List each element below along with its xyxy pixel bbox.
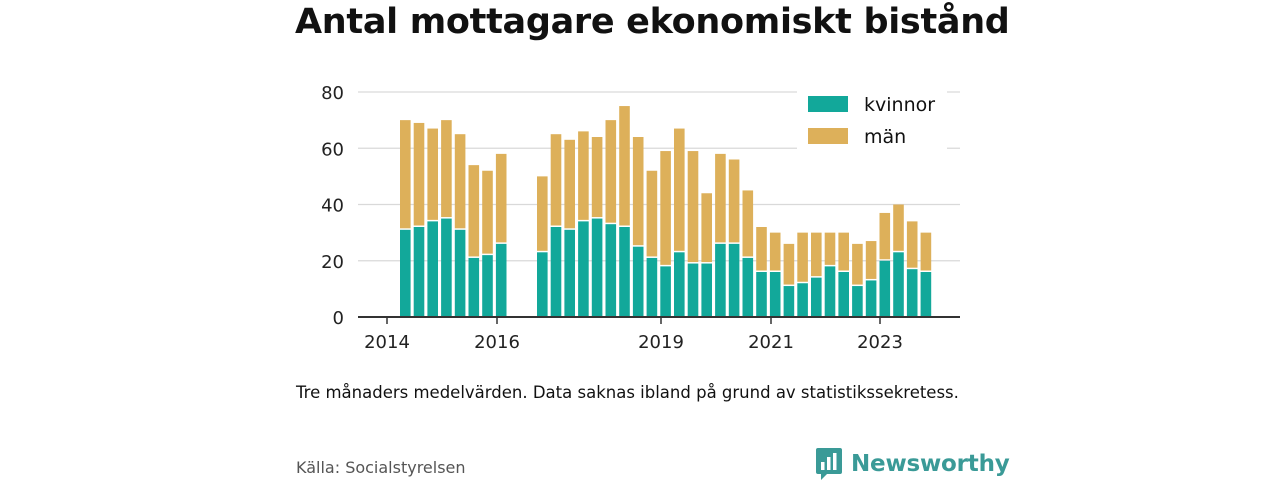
bar-segment-kvinnor: [852, 286, 863, 317]
bar-segment-kvinnor: [893, 252, 904, 317]
bar-segment-man: [646, 170, 658, 257]
bar-segment-man: [728, 159, 740, 243]
legend-label-man: män: [864, 126, 906, 148]
bars: [400, 106, 932, 318]
brand-name: Newsworthy: [851, 451, 1010, 477]
legend-swatch-man: [808, 128, 848, 144]
chart-title: Antal mottagare ekonomiskt bistånd: [295, 2, 1010, 42]
bar-segment-man: [413, 122, 425, 226]
bar-segment-man: [674, 128, 685, 251]
bar-segment-man: [564, 139, 575, 229]
bar-segment-kvinnor: [865, 280, 877, 317]
bar-segment-kvinnor: [605, 224, 617, 317]
bar-segment-man: [687, 151, 699, 263]
bar-segment-kvinnor: [783, 286, 795, 317]
bar-segment-kvinnor: [674, 252, 685, 317]
x-tick-label: 2023: [857, 332, 903, 353]
bar-segment-kvinnor: [646, 257, 658, 317]
bar-segment-man: [537, 176, 548, 251]
x-tick-label: 2016: [474, 332, 520, 353]
bar-segment-man: [550, 134, 562, 226]
bar-segment-man: [400, 120, 411, 229]
bar-segment-kvinnor: [906, 269, 918, 317]
bar-segment-man: [852, 243, 863, 285]
y-axis-ticks: 0 20 40 60 80: [321, 83, 344, 329]
bar-segment-kvinnor: [578, 221, 589, 318]
bar-segment-kvinnor: [537, 252, 548, 317]
bar-segment-man: [865, 241, 877, 279]
bar-segment-man: [495, 153, 507, 243]
bar-segment-man: [742, 190, 754, 257]
bar-segment-man: [811, 232, 822, 277]
bar-segment-kvinnor: [769, 272, 781, 317]
bar-segment-man: [605, 120, 617, 223]
bar-segment-kvinnor: [427, 221, 438, 318]
newsworthy-logo-icon: [816, 448, 842, 480]
bar-segment-man: [756, 227, 767, 271]
legend-label-kvinnor: kvinnor: [864, 94, 935, 116]
bar-segment-man: [893, 204, 904, 251]
source-text: Källa: Socialstyrelsen: [296, 458, 466, 477]
x-tick-label: 2014: [364, 332, 410, 353]
bar-segment-man: [824, 232, 836, 265]
bar-segment-man: [468, 165, 480, 257]
bar-segment-kvinnor: [687, 263, 699, 317]
bar-segment-kvinnor: [797, 283, 808, 317]
bar-segment-kvinnor: [413, 227, 425, 317]
y-tick-label: 40: [321, 196, 344, 217]
bar-segment-kvinnor: [400, 229, 411, 317]
bar-segment-man: [920, 232, 932, 271]
bar-segment-kvinnor: [454, 229, 466, 317]
legend-swatch-kvinnor: [808, 96, 848, 112]
bar-segment-kvinnor: [495, 243, 507, 318]
bar-segment-kvinnor: [591, 218, 603, 317]
bar-segment-kvinnor: [715, 243, 726, 318]
x-tick-label: 2021: [748, 332, 794, 353]
legend: kvinnor män: [797, 80, 947, 150]
bar-segment-man: [906, 221, 918, 268]
y-tick-label: 0: [333, 308, 344, 329]
bar-segment-kvinnor: [632, 246, 644, 317]
bar-segment-man: [591, 137, 603, 218]
bar-segment-man: [482, 170, 493, 254]
newsworthy-brand[interactable]: Newsworthy: [815, 447, 1010, 481]
stacked-bar-chart: 0 20 40 60 80 2014 2016 2019 2021 2023 kvinnor m…: [321, 80, 960, 353]
bar-segment-man: [441, 120, 452, 218]
bar-segment-kvinnor: [619, 227, 630, 317]
bar-segment-kvinnor: [824, 266, 836, 318]
bar-segment-kvinnor: [550, 227, 562, 317]
bar-segment-man: [838, 232, 849, 271]
bar-segment-kvinnor: [879, 260, 891, 317]
y-tick-label: 80: [321, 83, 344, 104]
bar-segment-kvinnor: [728, 243, 740, 318]
bar-segment-man: [879, 212, 891, 260]
bar-segment-kvinnor: [564, 229, 575, 317]
bar-segment-kvinnor: [920, 272, 932, 317]
x-tick-label: 2019: [638, 332, 684, 353]
bar-segment-kvinnor: [468, 257, 480, 317]
bar-segment-man: [769, 232, 781, 271]
bar-segment-kvinnor: [811, 277, 822, 318]
x-axis-ticks: 2014 2016 2019 2021 2023: [364, 317, 903, 353]
bar-segment-kvinnor: [742, 257, 754, 317]
bar-segment-man: [715, 153, 726, 243]
y-tick-label: 20: [321, 252, 344, 273]
bar-segment-man: [632, 137, 644, 246]
bar-segment-kvinnor: [756, 272, 767, 317]
bar-segment-man: [427, 128, 438, 220]
bar-segment-kvinnor: [660, 266, 671, 318]
bar-segment-kvinnor: [482, 255, 493, 318]
bar-segment-kvinnor: [441, 218, 452, 317]
bar-segment-kvinnor: [838, 272, 849, 317]
bar-segment-man: [783, 243, 795, 285]
chart-note: Tre månaders medelvärden. Data saknas ib…: [296, 383, 959, 402]
bar-segment-kvinnor: [701, 263, 712, 317]
bar-segment-man: [701, 193, 712, 263]
bar-segment-man: [619, 106, 630, 226]
bar-segment-man: [660, 151, 671, 265]
bar-segment-man: [578, 131, 589, 220]
bar-segment-man: [797, 232, 808, 282]
y-tick-label: 60: [321, 139, 344, 160]
bar-segment-man: [454, 134, 466, 229]
